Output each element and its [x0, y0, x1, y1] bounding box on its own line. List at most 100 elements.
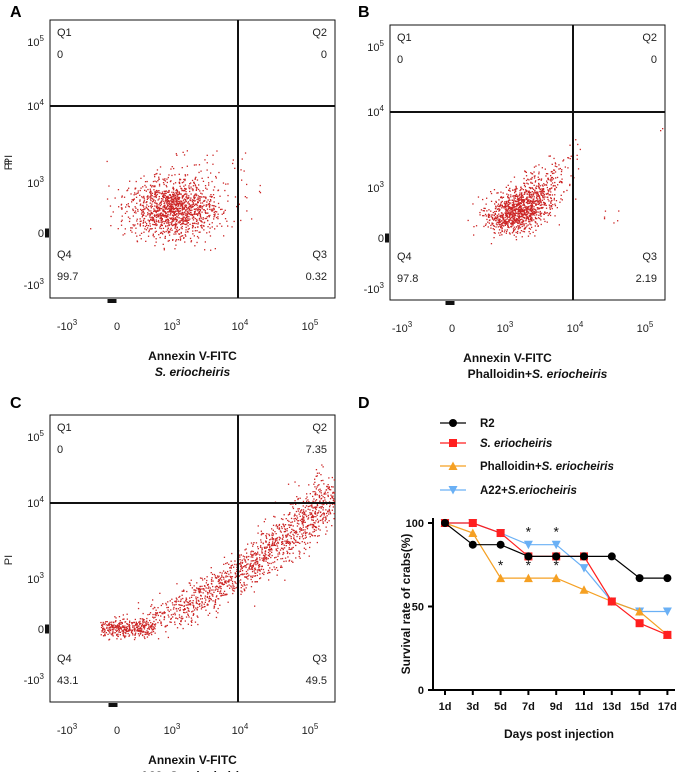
legend-marker — [448, 461, 458, 470]
y-axis-label: PI — [3, 155, 15, 165]
x-axis-label: Annexin V-FITC — [463, 351, 552, 365]
legend-marker — [449, 439, 457, 447]
x-tick-label: 9d — [550, 701, 563, 713]
series-0 — [441, 519, 672, 583]
event-dots — [467, 128, 664, 245]
significance-marker: * — [526, 557, 532, 573]
x-tick-label: 11d — [575, 701, 593, 713]
plot-frame — [49, 19, 336, 299]
y-tick-label: -103 — [24, 277, 45, 292]
x-tick-label: 5d — [494, 701, 507, 713]
y-tick-label: 0 — [38, 228, 44, 240]
y-tick-label: 103 — [27, 571, 44, 586]
quadrant-name: Q3 — [312, 653, 327, 665]
data-point — [552, 552, 561, 561]
data-point — [551, 573, 561, 583]
axis-hatch — [45, 228, 117, 303]
quadrant-value: 97.8 — [397, 273, 418, 285]
legend-marker — [449, 419, 457, 427]
y-tick-label: 105 — [27, 429, 44, 444]
data-point — [662, 607, 672, 617]
y-axis-label: PI — [3, 555, 15, 565]
legend-label: Phalloidin+S. eriocheiris — [480, 461, 614, 473]
quadrant-name: Q1 — [57, 27, 72, 39]
flow-panel-a: A Q1 0 Q2 0 Q4 99.7 Q3 0.32 105 104 103 0 -103 -103 0 10… — [3, 4, 336, 379]
data-point — [496, 573, 506, 583]
y-tick-label: 0 — [38, 624, 44, 636]
significance-marker: * — [553, 524, 559, 540]
legend-label: S. eriocheiris — [480, 438, 552, 450]
y-tick-label: 104 — [27, 495, 44, 510]
quadrant-name: Q3 — [312, 249, 327, 261]
y-tick-label: 50 — [412, 602, 424, 614]
x-tick-label: 7d — [522, 701, 535, 713]
x-tick-label: 1d — [439, 701, 452, 713]
legend: R2 S. eriocheiris Phalloidin+S. eriocheiri… — [440, 418, 614, 497]
x-axis-sublabel: Phalloidin+S. eriocheiris — [468, 367, 608, 381]
data-point — [635, 619, 644, 628]
data-point — [496, 540, 505, 549]
quadrant-value: 7.35 — [306, 444, 327, 456]
x-tick-label: -103 — [57, 722, 78, 737]
data-point — [524, 552, 533, 561]
data-point — [523, 540, 533, 550]
x-tick-label: 3d — [466, 701, 479, 713]
x-axis-label: Annexin V-FITC — [148, 349, 237, 363]
y-axis-label: Survival rate of crabs(%) — [399, 534, 413, 675]
legend-label: R2 — [480, 418, 495, 430]
y-tick-label: 100 — [406, 518, 424, 530]
x-axis-sublabel: A22+S. eriocheiris — [140, 769, 245, 772]
panel-label: A — [10, 4, 22, 21]
quadrant-name: Q3 — [642, 251, 657, 263]
panel-label: B — [358, 4, 370, 21]
data-point — [607, 597, 616, 606]
plot-frame — [49, 414, 336, 703]
y-tick-label: 103 — [367, 180, 384, 195]
data-point — [635, 574, 644, 583]
data-point — [580, 552, 588, 561]
quadrant-name: Q2 — [642, 32, 657, 44]
x-tick-label: 103 — [164, 722, 181, 737]
y-tick-label: 103 — [27, 175, 44, 190]
quadrant-value: 2.19 — [636, 273, 657, 285]
x-tick-label: -103 — [392, 320, 413, 335]
significance-marker: * — [553, 557, 559, 573]
x-tick-label: 0 — [449, 323, 455, 335]
quadrant-name: Q2 — [312, 422, 327, 434]
y-tick-label: 105 — [27, 34, 44, 49]
x-tick-label: 103 — [164, 318, 181, 333]
panel-label: D — [358, 395, 370, 412]
legend-marker — [448, 486, 458, 495]
y-tick-label: 104 — [27, 98, 44, 113]
x-tick-label: 104 — [232, 722, 249, 737]
quadrant-value: 43.1 — [57, 675, 78, 687]
quadrant-name: Q4 — [397, 251, 412, 263]
quadrant-value: 0 — [57, 49, 63, 61]
y-tick-label: 0 — [418, 685, 424, 697]
x-tick-label: 17d — [658, 701, 677, 713]
x-tick-label: -103 — [57, 318, 78, 333]
data-point — [551, 540, 561, 550]
y-axis-label: PI — [3, 160, 15, 170]
quadrant-value: 0.32 — [306, 271, 327, 283]
y-tick-label: 105 — [367, 39, 384, 54]
x-tick-label: 0 — [114, 725, 120, 737]
data-point — [468, 528, 478, 538]
quadrant-value: 99.7 — [57, 271, 78, 283]
plot-frame — [389, 24, 666, 301]
x-tick-label: 15d — [630, 701, 649, 713]
panel-label: C — [10, 395, 22, 412]
quadrant-name: Q4 — [57, 653, 72, 665]
x-tick-label: 104 — [232, 318, 249, 333]
axis-hatch — [385, 233, 455, 305]
x-axis-sublabel: S. eriocheiris — [155, 365, 231, 379]
y-tick-label: -103 — [24, 672, 45, 687]
legend-label: A22+S.eriocheiris — [480, 485, 577, 497]
quadrant-name: Q1 — [57, 422, 72, 434]
significance-marker: * — [498, 557, 504, 573]
quadrant-value: 0 — [397, 54, 403, 66]
data-point — [663, 630, 672, 639]
x-tick-label: 105 — [637, 320, 654, 335]
quadrant-value: 0 — [321, 49, 327, 61]
